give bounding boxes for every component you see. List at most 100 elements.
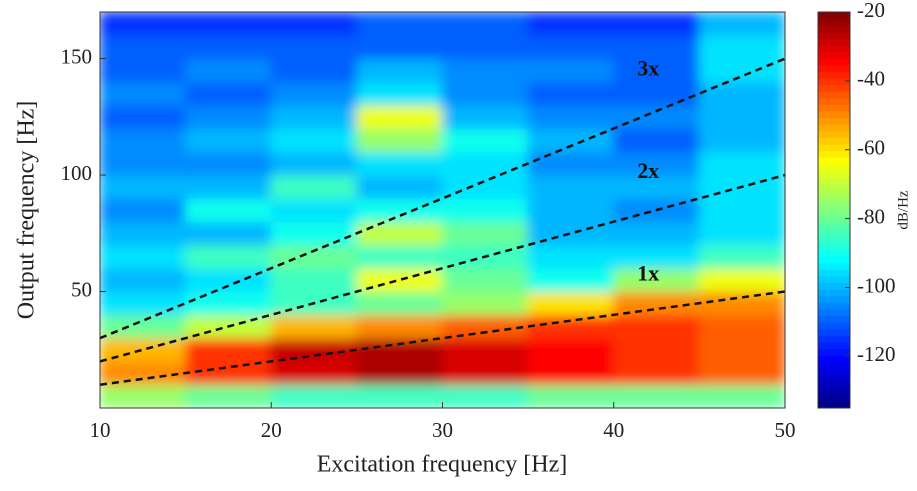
colorbar-swatch — [818, 268, 850, 277]
heatmap-cell — [100, 384, 187, 408]
reference-line — [100, 290, 785, 386]
heatmap-cell — [270, 151, 358, 176]
heatmap-cell — [100, 267, 187, 293]
colorbar-swatch — [818, 334, 850, 343]
heatmap-cell — [698, 384, 785, 408]
colorbar-swatch — [818, 288, 850, 297]
heatmap-cell — [442, 12, 529, 36]
heatmap-cell — [270, 58, 358, 83]
colorbar-swatch — [818, 235, 850, 244]
heatmap-cell — [527, 127, 615, 153]
heatmap-cell — [270, 384, 358, 408]
colorbar-swatch — [818, 328, 850, 336]
heatmap-cell — [270, 314, 358, 339]
colorbar-swatch — [818, 84, 850, 92]
colorbar-swatch — [818, 295, 850, 303]
heatmap-cell — [442, 314, 529, 339]
heatmap-cell — [527, 314, 615, 339]
colorbar-label: dB/Hz — [895, 190, 911, 230]
colorbar-tick-label: -120 — [857, 342, 896, 366]
heatmap-cell — [698, 314, 785, 339]
heatmap-cell — [356, 34, 443, 60]
heatmap-cell — [185, 197, 272, 223]
colorbar-swatch — [818, 321, 850, 330]
heatmap-cell — [527, 337, 615, 362]
heatmap-cell — [442, 291, 529, 316]
colorbar-swatch — [818, 123, 850, 132]
heatmap-cell — [356, 104, 443, 129]
heatmap-cell — [100, 34, 187, 60]
heatmap-cell — [270, 360, 358, 386]
heatmap — [100, 12, 785, 408]
heatmap-cell — [613, 360, 700, 386]
heatmap-cell — [442, 127, 529, 153]
heatmap-cell — [698, 360, 785, 386]
heatmap-cell — [698, 221, 785, 246]
heatmap-cell — [527, 174, 615, 199]
heatmap-cell — [698, 58, 785, 83]
heatmap-cell — [698, 337, 785, 362]
x-tick-label: 40 — [603, 418, 624, 442]
colorbar-swatch — [818, 394, 850, 402]
colorbar-swatch — [818, 282, 850, 290]
heatmap-cell — [527, 197, 615, 223]
x-tick-label: 50 — [775, 418, 796, 442]
colorbar-swatch — [818, 18, 850, 26]
colorbar-swatch — [818, 255, 850, 264]
colorbar-tick-label: -100 — [857, 273, 896, 297]
heatmap-cell — [613, 12, 700, 36]
heatmap-cell — [185, 291, 272, 316]
colorbar-swatch — [818, 64, 850, 72]
colorbar-swatch — [818, 301, 850, 310]
heatmap-cell — [185, 221, 272, 246]
y-tick-label: 150 — [61, 44, 93, 68]
heatmap-cell — [185, 151, 272, 176]
heatmap-cell — [613, 384, 700, 408]
x-tick-label: 10 — [90, 418, 111, 442]
heatmap-cell — [185, 81, 272, 106]
colorbar-swatch — [818, 70, 850, 79]
heatmap-cell — [698, 12, 785, 36]
colorbar-swatch — [818, 354, 850, 363]
colorbar-tick-label: -80 — [857, 204, 885, 228]
heatmap-cell — [100, 360, 187, 386]
heatmap-cell — [100, 174, 187, 199]
heatmap-cell — [613, 337, 700, 362]
heatmap-cell — [613, 58, 700, 83]
heatmap-cell — [356, 244, 443, 269]
heatmap-cell — [270, 337, 358, 362]
heatmap-cell — [698, 34, 785, 60]
heatmap-cell — [613, 174, 700, 199]
x-axis-label: Excitation frequency [Hz] — [317, 452, 568, 478]
heatmap-cell — [100, 197, 187, 223]
colorbar-swatch — [818, 202, 850, 211]
colorbar-frame — [817, 11, 851, 409]
colorbar-swatch — [818, 249, 850, 257]
heatmap-cell — [442, 58, 529, 83]
heatmap-cell — [270, 12, 358, 36]
heatmap-cell — [527, 151, 615, 176]
heatmap-cell — [100, 291, 187, 316]
heatmap-cell — [356, 360, 443, 386]
colorbar-swatch — [818, 387, 850, 396]
colorbar-swatch — [818, 176, 850, 185]
colorbar-swatch — [818, 374, 850, 383]
line-label: 2x — [637, 158, 659, 183]
x-tick-label: 20 — [261, 418, 282, 442]
heatmap-cell — [356, 221, 443, 246]
colorbar-swatch — [818, 262, 850, 270]
colorbar-tick-label: -20 — [857, 0, 885, 22]
heatmap-cell — [100, 244, 187, 269]
heatmap-cell — [527, 81, 615, 106]
heatmap-cell — [100, 104, 187, 129]
heatmap-cell — [356, 384, 443, 408]
heatmap-cell — [356, 12, 443, 36]
heatmap-cell — [100, 151, 187, 176]
y-tick-label: 100 — [61, 161, 93, 185]
heatmap-cell — [185, 127, 272, 153]
colorbar-swatch — [818, 169, 850, 178]
colorbar-swatch — [818, 222, 850, 231]
heatmap-cell — [100, 58, 187, 83]
heatmap-cell — [185, 360, 272, 386]
heatmap-cell — [185, 104, 272, 129]
